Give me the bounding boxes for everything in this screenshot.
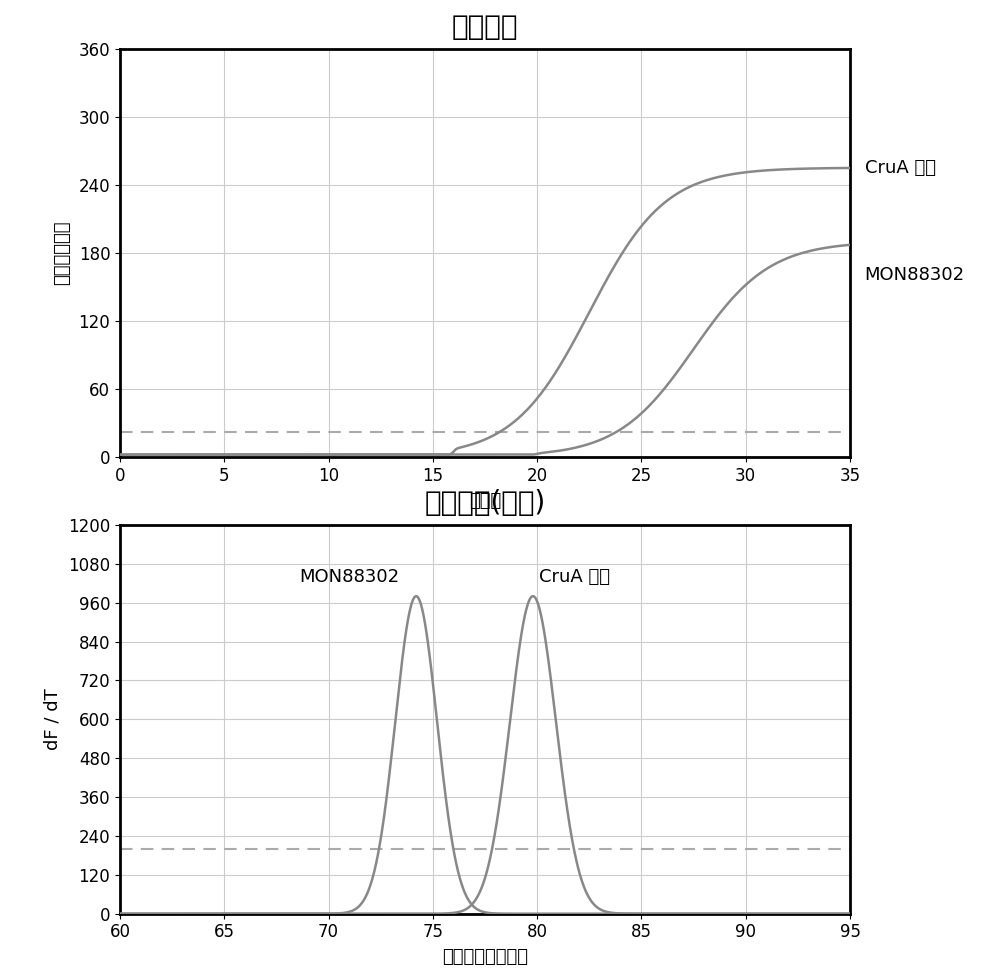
Text: MON88302: MON88302 [865,266,965,285]
Text: MON88302: MON88302 [299,569,399,586]
X-axis label: 温度值（摄氏度）: 温度值（摄氏度） [442,949,528,966]
Title: 熔解曲线(峰图): 熔解曲线(峰图) [424,489,546,517]
Title: 扩增曲线: 扩增曲线 [452,13,518,41]
Y-axis label: 荧光信号强度: 荧光信号强度 [54,221,72,285]
Text: CruA 内源: CruA 内源 [539,569,610,586]
Text: CruA 内源: CruA 内源 [865,158,936,177]
Y-axis label: dF / dT: dF / dT [43,688,61,750]
X-axis label: 循环数: 循环数 [469,492,501,509]
